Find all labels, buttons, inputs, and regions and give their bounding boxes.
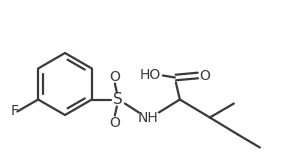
Text: O: O bbox=[109, 116, 120, 129]
Text: O: O bbox=[109, 69, 120, 84]
Text: S: S bbox=[113, 92, 123, 107]
Text: NH: NH bbox=[137, 111, 158, 125]
Text: F: F bbox=[11, 104, 19, 118]
Text: O: O bbox=[199, 68, 210, 82]
Text: HO: HO bbox=[139, 67, 160, 81]
